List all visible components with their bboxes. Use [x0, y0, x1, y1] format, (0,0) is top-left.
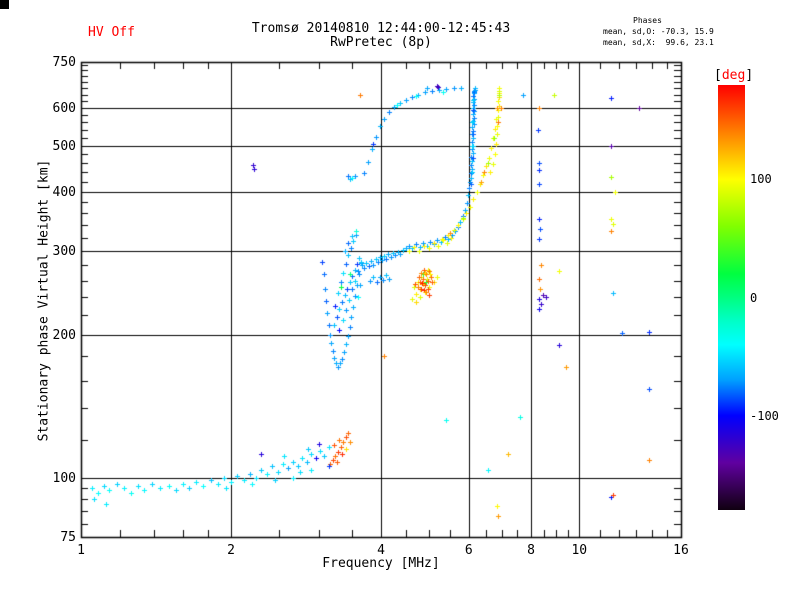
- x-tick-label-6: 6: [464, 543, 473, 558]
- x-tick-label-2: 2: [227, 543, 235, 558]
- y-tick-label-100: 100: [52, 470, 76, 486]
- y-axis-title: Stationary phase Virtual Height [km]: [36, 159, 52, 442]
- x-axis-title: Frequency [MHz]: [322, 556, 440, 571]
- y-tick-label-750: 750: [52, 55, 76, 70]
- x-tick-label-16: 16: [673, 543, 689, 558]
- colorbar-unit-label: [deg]: [714, 68, 753, 83]
- y-tick-label-300: 300: [52, 244, 76, 260]
- colorbar-bracket-open: [: [714, 68, 722, 83]
- x-tick-label-1: 1: [77, 543, 85, 558]
- y-tick-label-200: 200: [52, 327, 76, 343]
- y-tick-label-600: 600: [52, 101, 76, 117]
- colorbar-tick-label--100: -100: [750, 408, 779, 423]
- colorbar-bracket-close: ]: [745, 68, 754, 83]
- x-tick-label-4: 4: [377, 543, 385, 558]
- colorbar-unit-text: deg: [721, 68, 746, 83]
- y-tick-label-500: 500: [52, 138, 76, 154]
- y-tick-label-75: 75: [60, 530, 76, 545]
- y-tick-label-400: 400: [52, 184, 76, 200]
- x-tick-label-8: 8: [527, 543, 535, 558]
- colorbar-tick-label-0: 0: [750, 290, 758, 305]
- colorbar: [718, 85, 745, 510]
- x-tick-label-10: 10: [571, 543, 588, 558]
- colorbar-tick-label-100: 100: [750, 172, 772, 187]
